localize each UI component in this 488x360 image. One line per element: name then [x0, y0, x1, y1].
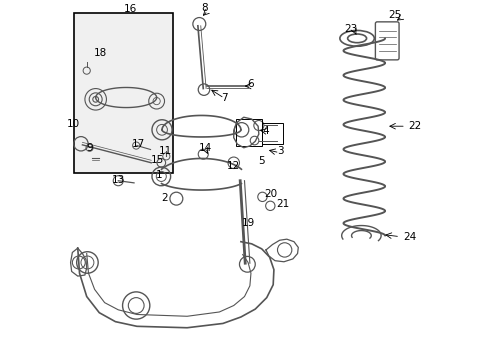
Text: 19: 19 [241, 218, 254, 228]
Text: 5: 5 [258, 156, 264, 166]
Text: 4: 4 [262, 126, 269, 135]
Text: 7: 7 [221, 93, 227, 103]
Text: 17: 17 [132, 139, 145, 149]
Text: 6: 6 [246, 79, 253, 89]
Text: 22: 22 [408, 121, 421, 131]
Text: 21: 21 [276, 199, 289, 210]
Text: 16: 16 [123, 4, 137, 14]
Text: 13: 13 [111, 175, 124, 185]
Text: 3: 3 [277, 146, 283, 156]
Text: 25: 25 [387, 10, 401, 20]
Text: 2: 2 [161, 193, 168, 203]
Text: 1: 1 [156, 170, 162, 180]
Text: 14: 14 [199, 143, 212, 153]
Text: 24: 24 [402, 232, 415, 242]
Text: 23: 23 [344, 24, 357, 35]
Text: 12: 12 [226, 161, 239, 171]
Text: 11: 11 [159, 146, 172, 156]
FancyBboxPatch shape [375, 22, 398, 60]
Bar [235, 119, 261, 145]
FancyBboxPatch shape [74, 13, 172, 173]
Text: 8: 8 [202, 3, 208, 13]
Text: 10: 10 [66, 120, 80, 129]
Text: 20: 20 [264, 189, 277, 199]
Text: 9: 9 [86, 143, 93, 153]
Text: 15: 15 [150, 155, 163, 165]
Bar [261, 123, 283, 144]
Text: 18: 18 [94, 48, 107, 58]
